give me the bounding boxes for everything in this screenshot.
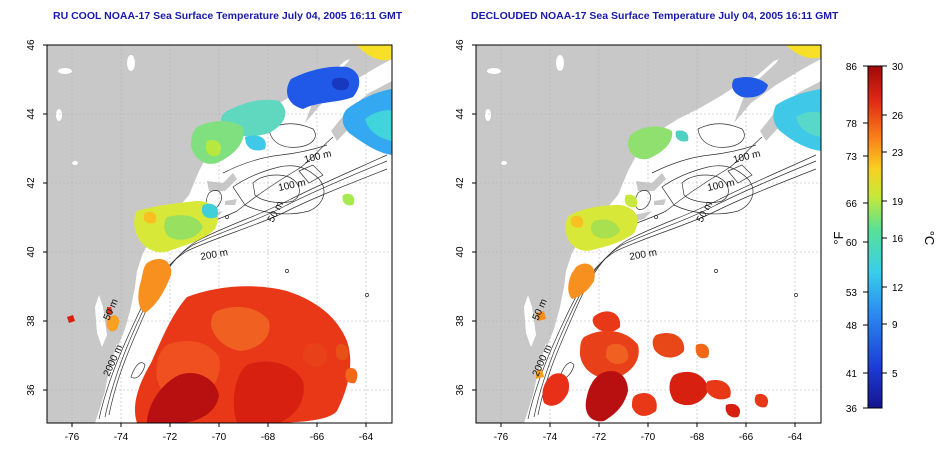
colorbar-f-tick: 36 [846, 404, 858, 415]
colorbar-c-tick: 12 [892, 283, 904, 294]
colorbar-f-tick: 78 [846, 119, 858, 130]
right-map-title: DECLOUDED NOAA-17 Sea Surface Temperatur… [471, 10, 839, 22]
lon-tick-label: -72 [592, 432, 607, 443]
lon-tick-label: -70 [641, 432, 656, 443]
lat-tick-label: 38 [26, 315, 37, 327]
sst-patches-right [536, 45, 821, 422]
lon-tick-label: -68 [690, 432, 705, 443]
colorbar-f-tick: 41 [846, 369, 858, 380]
left-map-title: RU COOL NOAA-17 Sea Surface Temperature … [53, 10, 403, 22]
lat-tick-label: 42 [455, 177, 466, 189]
colorbar-gradient [867, 65, 883, 409]
lat-tick-label: 40 [455, 246, 466, 258]
left-map-axes: -76 -74 -72 -70 -68 -66 -64 46 44 42 40 … [26, 39, 374, 443]
sst-patches-left [67, 45, 392, 423]
colorbar-f-tick: 73 [846, 152, 858, 163]
colorbar-f-tick: 60 [846, 238, 858, 249]
lon-tick-label: -64 [359, 432, 374, 443]
lat-tick-label: 44 [455, 108, 466, 120]
lon-tick-label: -76 [494, 432, 509, 443]
lon-tick-label: -64 [788, 432, 803, 443]
right-map-panel: 100 m 100 m 50 m 200 m 50 m 2000 m [475, 44, 822, 424]
colorbar-f-tick: 53 [846, 288, 858, 299]
lat-tick-label: 38 [455, 315, 466, 327]
lon-tick-label: -70 [212, 432, 227, 443]
colorbar-f-label: °F [831, 231, 846, 244]
lat-tick-label: 44 [26, 108, 37, 120]
lat-tick-label: 46 [455, 39, 466, 51]
colorbar-c-tick: 5 [892, 369, 898, 380]
colorbar-c-tick: 23 [892, 148, 904, 159]
colorbar-c-tick: 26 [892, 111, 904, 122]
colorbar-f-tick: 86 [846, 62, 858, 73]
lat-tick-label: 36 [26, 384, 37, 396]
right-map-axes: -76 -74 -72 -70 -68 -66 -64 46 44 42 40 … [455, 39, 803, 443]
lon-tick-label: -74 [114, 432, 129, 443]
lon-tick-label: -68 [261, 432, 276, 443]
lon-tick-label: -66 [310, 432, 325, 443]
contour-label: 200 m [629, 247, 658, 263]
lat-tick-label: 40 [26, 246, 37, 258]
lat-tick-label: 36 [455, 384, 466, 396]
contour-label: 200 m [200, 247, 229, 263]
lon-tick-label: -74 [543, 432, 558, 443]
left-map-panel: 100 m 100 m 50 m 200 m 50 m 2000 m [46, 44, 393, 424]
colorbar-f-tick: 66 [846, 199, 858, 210]
colorbar-c-tick: 9 [892, 320, 898, 331]
colorbar: 86 78 73 66 60 53 48 41 36 30 26 23 19 1… [831, 62, 937, 415]
colorbar-c-tick: 16 [892, 234, 904, 245]
lon-tick-label: -72 [163, 432, 178, 443]
lat-tick-label: 42 [26, 177, 37, 189]
lon-tick-label: -76 [65, 432, 80, 443]
colorbar-f-tick: 48 [846, 321, 858, 332]
lat-tick-label: 46 [26, 39, 37, 51]
lon-tick-label: -66 [739, 432, 754, 443]
colorbar-c-tick: 19 [892, 197, 904, 208]
colorbar-c-label: °C [922, 231, 937, 246]
colorbar-c-tick: 30 [892, 62, 904, 73]
